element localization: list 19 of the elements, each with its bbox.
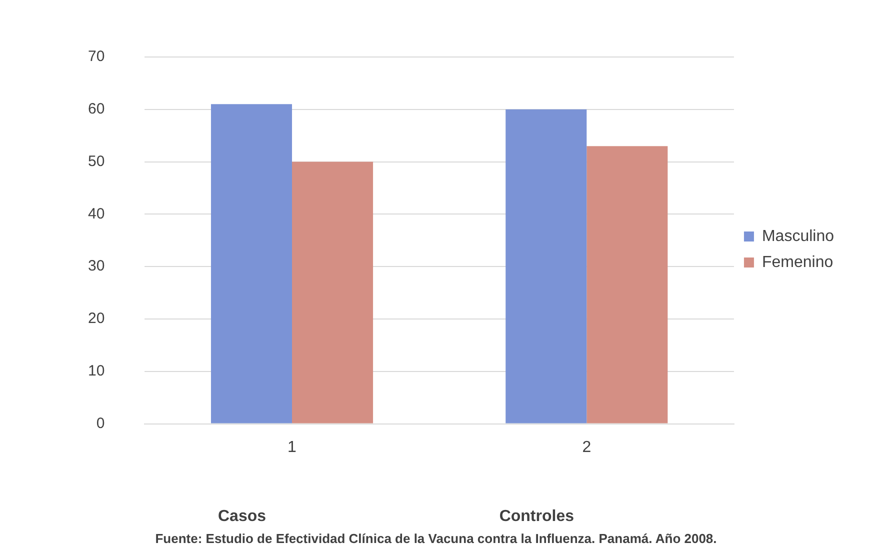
text: Controles <box>499 508 574 525</box>
y-tick-label: 30 <box>88 258 105 275</box>
y-tick-label: 60 <box>88 100 105 118</box>
legend-label: Femenino <box>762 254 834 271</box>
x-tick-label: 1 <box>288 438 297 456</box>
y-tick-label: 10 <box>88 362 105 380</box>
y-tick-label: 20 <box>88 310 105 328</box>
x-tick-label: 2 <box>582 438 592 456</box>
source-note: Fuente: Estudio de Efectividad Clínica de la Vacuna contra la Influenza. Panamá. Año 2008. <box>155 531 717 546</box>
bar <box>586 146 668 424</box>
y-tick-label: 0 <box>96 414 105 432</box>
legend-label: Masculino <box>762 228 834 245</box>
text: Casos <box>218 508 266 525</box>
bar <box>210 104 292 424</box>
y-tick-label: 40 <box>88 205 105 222</box>
y-tick-label: 50 <box>88 152 105 170</box>
y-tick-label: 70 <box>88 48 105 66</box>
bar <box>506 109 587 424</box>
bar <box>292 162 374 424</box>
